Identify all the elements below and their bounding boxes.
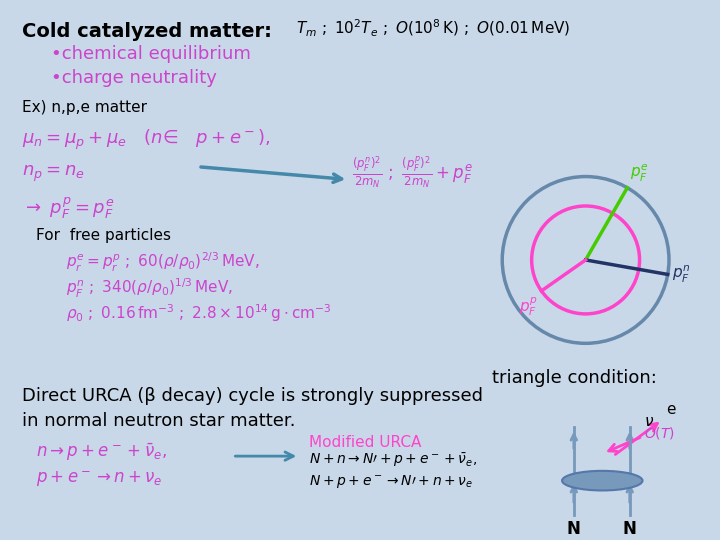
Text: Direct URCA (β decay) cycle is strongly suppressed: Direct URCA (β decay) cycle is strongly …: [22, 388, 482, 406]
Text: $\rho_0\ ;\ 0.16\,\mathrm{fm}^{-3}\ ;\ 2.8\times10^{14}\,\mathrm{g\cdot cm}^{-3}: $\rho_0\ ;\ 0.16\,\mathrm{fm}^{-3}\ ;\ 2…: [66, 302, 331, 324]
Text: $n_p = n_e$: $n_p = n_e$: [22, 164, 84, 184]
Text: $p_r^e = p_r^p\ ;\ 60(\rho/\rho_0)^{2/3}\,\mathrm{MeV},$: $p_r^e = p_r^p\ ;\ 60(\rho/\rho_0)^{2/3}…: [66, 251, 259, 274]
Text: $n \rightarrow p + e^- + \bar{\nu}_e,$: $n \rightarrow p + e^- + \bar{\nu}_e,$: [36, 441, 167, 463]
Text: Cold catalyzed matter:: Cold catalyzed matter:: [22, 22, 271, 40]
Text: For  free particles: For free particles: [36, 227, 171, 242]
Text: $N+p+e^- \rightarrow N\prime+n+\nu_e$: $N+p+e^- \rightarrow N\prime+n+\nu_e$: [309, 473, 473, 490]
Text: $\frac{(p_F^n)^2}{2m_N}\ ;\ \frac{(p_F^p)^2}{2m_N} + p_F^e$: $\frac{(p_F^n)^2}{2m_N}\ ;\ \frac{(p_F^p…: [352, 155, 473, 191]
Text: $p_F^p$: $p_F^p$: [519, 295, 538, 318]
Text: $N+n \rightarrow N\prime+p+e^-+\bar{\nu}_e,$: $N+n \rightarrow N\prime+p+e^-+\bar{\nu}…: [309, 451, 477, 469]
Text: $p_F^n\ ;\ 340(\rho/\rho_0)^{1/3}\,\mathrm{MeV},$: $p_F^n\ ;\ 340(\rho/\rho_0)^{1/3}\,\math…: [66, 276, 233, 300]
Text: •chemical equilibrium: •chemical equilibrium: [51, 45, 251, 63]
Text: N: N: [567, 520, 581, 538]
Text: triangle condition:: triangle condition:: [492, 369, 657, 387]
Ellipse shape: [562, 471, 642, 490]
Text: Modified URCA: Modified URCA: [309, 435, 421, 450]
Text: $T_m\ ;\ 10^2T_e\ ;\ O(10^8\,\mathrm{K})\ ;\ O(0.01\,\mathrm{MeV})$: $T_m\ ;\ 10^2T_e\ ;\ O(10^8\,\mathrm{K})…: [296, 18, 571, 39]
Text: •charge neutrality: •charge neutrality: [51, 69, 217, 86]
Text: $O(T)$: $O(T)$: [644, 426, 675, 441]
Text: $p + e^- \rightarrow n + \nu_e$: $p + e^- \rightarrow n + \nu_e$: [36, 469, 163, 489]
Text: Ex) n,p,e matter: Ex) n,p,e matter: [22, 100, 147, 115]
Text: N: N: [623, 520, 636, 538]
Text: $\nu$: $\nu$: [644, 414, 654, 429]
Text: $\rightarrow\ p_F^p = p_F^e$: $\rightarrow\ p_F^p = p_F^e$: [22, 196, 114, 221]
Text: e: e: [666, 402, 675, 417]
Text: $p_F^n$: $p_F^n$: [672, 264, 690, 285]
Text: $\mu_n = \mu_p + \mu_e$   $(n\!\in\!$ $\ \ p+e^-)$,: $\mu_n = \mu_p + \mu_e$ $(n\!\in\!$ $\ \…: [22, 127, 270, 152]
Text: in normal neutron star matter.: in normal neutron star matter.: [22, 412, 295, 430]
Text: $p_F^e$: $p_F^e$: [630, 163, 649, 184]
